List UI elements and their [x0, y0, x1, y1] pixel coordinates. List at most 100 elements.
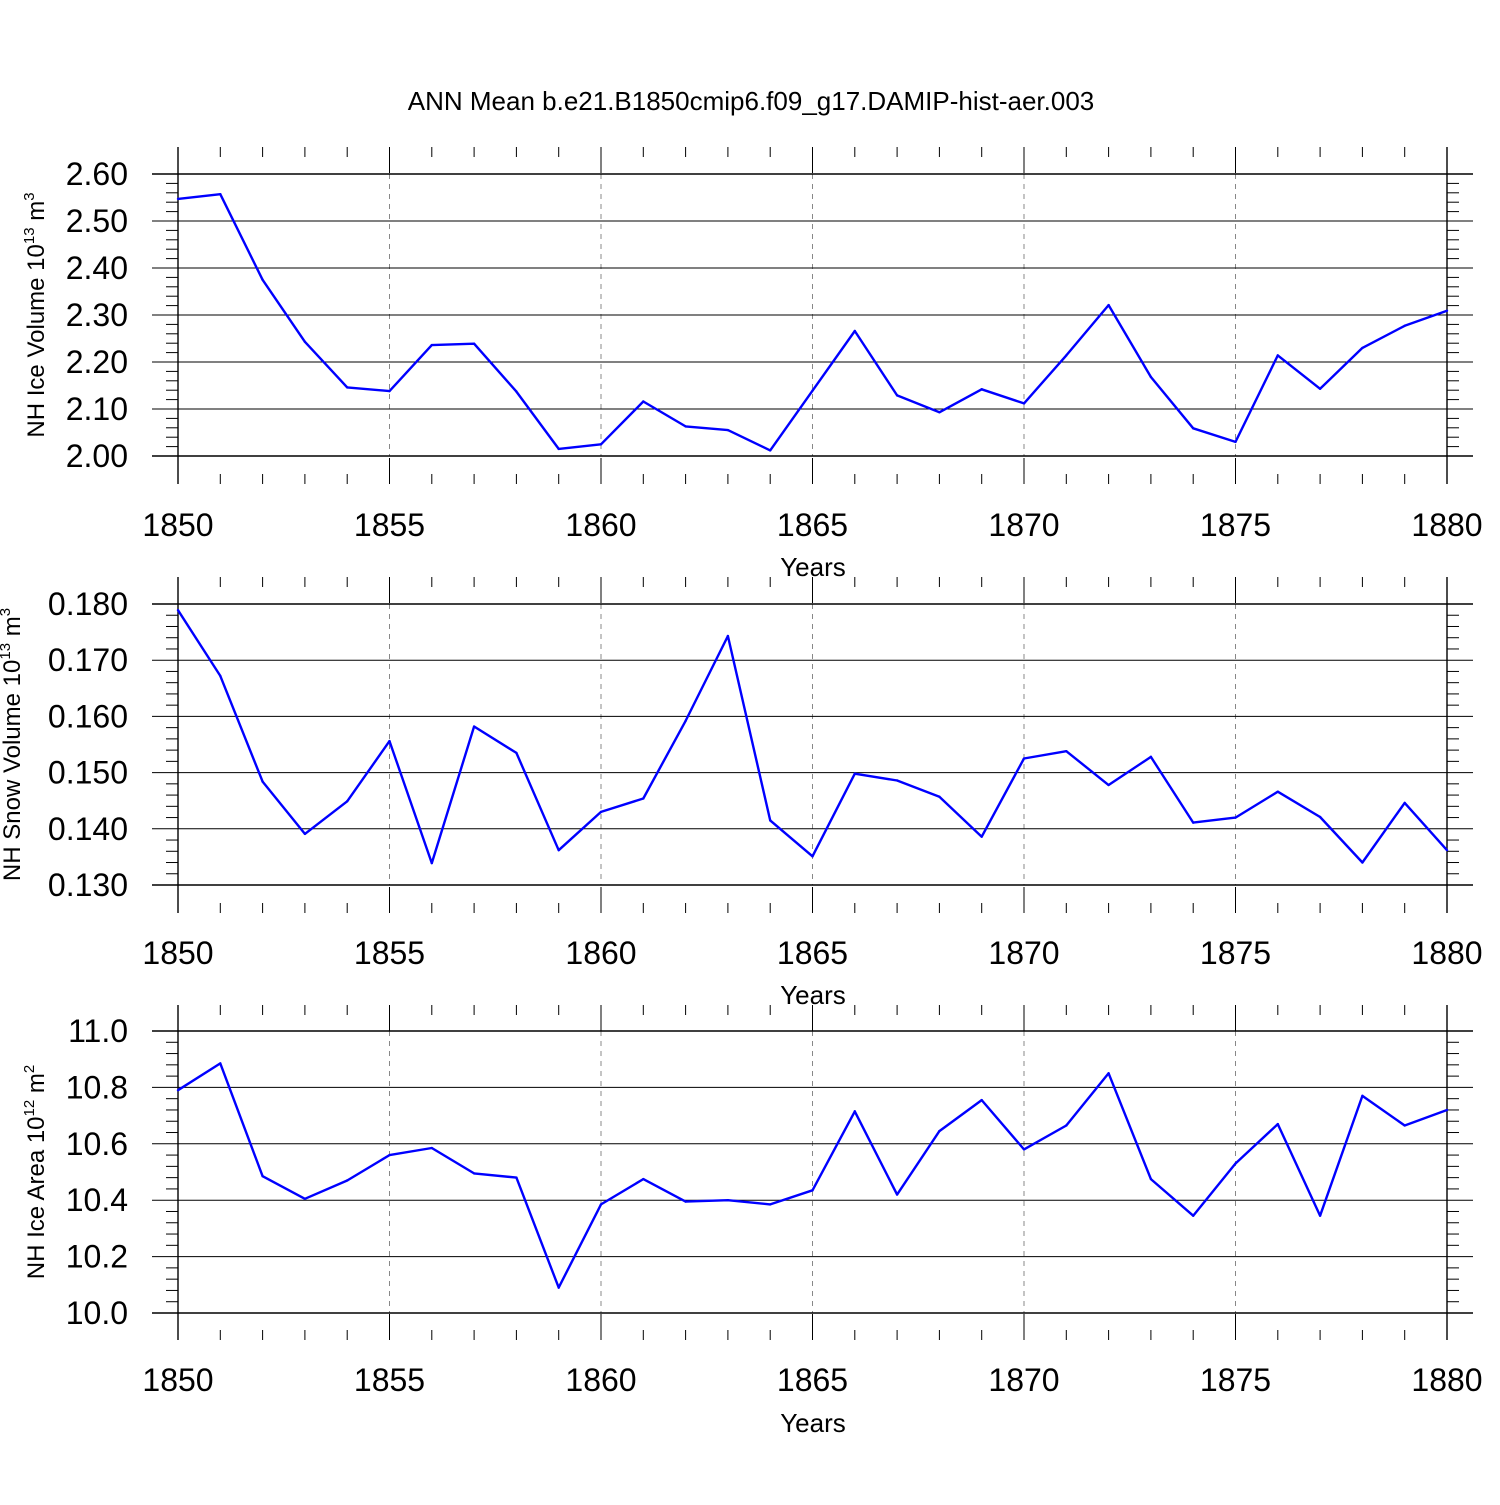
data-point [1445, 1108, 1449, 1112]
x-tick-label: 1875 [1200, 507, 1271, 543]
data-point [980, 388, 983, 391]
data-point [726, 634, 730, 638]
y-tick-label: 2.40 [66, 250, 128, 286]
data-point [938, 795, 941, 798]
data-point [853, 1110, 856, 1113]
data-point [938, 1129, 941, 1133]
data-point [557, 447, 560, 451]
x-tick-label: 1860 [565, 1362, 636, 1398]
data-point [515, 751, 518, 755]
data-point [430, 343, 433, 347]
data-point [430, 861, 433, 865]
data-point [557, 1286, 560, 1289]
x-tick-label: 1880 [1411, 935, 1482, 971]
y-tick-label: 2.20 [66, 344, 128, 380]
data-point [1445, 848, 1449, 852]
data-point [472, 342, 476, 345]
y-tick-label: 0.170 [48, 642, 128, 678]
data-point [726, 428, 730, 432]
data-point [1192, 427, 1195, 430]
data-point [1234, 440, 1237, 444]
x-tick-label: 1875 [1200, 935, 1271, 971]
data-point [642, 1177, 645, 1181]
y-tick-label: 10.0 [66, 1295, 128, 1331]
x-tick-label: 1870 [988, 935, 1059, 971]
data-point [1234, 816, 1237, 819]
data-point [599, 810, 603, 814]
data-point [346, 386, 349, 389]
y-axis-label: NH Ice Volume 1013 m3 [21, 192, 50, 437]
series-line [177, 192, 1448, 452]
x-tick-label: 1850 [142, 935, 213, 971]
data-point [303, 340, 307, 343]
data-point [472, 725, 476, 728]
data-point [1149, 1177, 1153, 1181]
x-tick-label: 1855 [354, 507, 425, 543]
data-point [472, 1172, 476, 1175]
data-point [219, 1062, 222, 1065]
data-point [261, 1175, 264, 1178]
x-tick-label: 1865 [777, 935, 848, 971]
data-point [980, 1098, 983, 1102]
x-tick-label: 1880 [1411, 1362, 1482, 1398]
data-point [980, 835, 983, 838]
y-tick-label: 0.150 [48, 755, 128, 791]
data-point [515, 390, 518, 393]
x-tick-label: 1860 [565, 507, 636, 543]
y-tick-label: 10.2 [66, 1239, 128, 1275]
data-point [261, 780, 264, 783]
data-point [895, 779, 899, 782]
x-tick-label: 1870 [988, 1362, 1059, 1398]
data-point [769, 449, 772, 452]
data-point [1403, 801, 1406, 805]
data-point [684, 425, 687, 428]
data-point [1234, 1162, 1237, 1165]
data-point [303, 832, 307, 836]
data-point [1022, 1148, 1026, 1151]
x-tick-label: 1850 [142, 507, 213, 543]
data-point [895, 1193, 899, 1196]
data-point [515, 1176, 518, 1179]
x-tick-label: 1865 [777, 1362, 848, 1398]
y-tick-label: 11.0 [68, 1013, 128, 1049]
data-point [176, 608, 180, 612]
data-point [684, 1200, 687, 1203]
data-point [1445, 309, 1449, 312]
y-tick-label: 2.30 [66, 297, 128, 333]
data-point [811, 389, 814, 392]
y-axis-label: NH Snow Volume 1013 m3 [0, 608, 26, 881]
x-tick-label: 1850 [142, 1362, 213, 1398]
figure-title: ANN Mean b.e21.B1850cmip6.f09_g17.DAMIP-… [408, 86, 1095, 116]
data-point [1276, 790, 1280, 793]
data-point [1361, 1094, 1364, 1098]
x-axis-label: Years [780, 1408, 846, 1438]
data-point [726, 1199, 730, 1202]
data-point [599, 1203, 603, 1206]
panel-3: 10.0 10.2 10.4 10.6 10.8 11.0 1850 1855 1860 1865… [21, 1005, 1483, 1438]
x-tick-label: 1880 [1411, 507, 1482, 543]
data-point [1318, 1214, 1322, 1217]
data-point [1065, 354, 1068, 357]
data-point [388, 739, 391, 743]
data-point [1318, 387, 1322, 390]
data-point [176, 1089, 180, 1092]
data-point [261, 278, 264, 281]
data-point [1192, 821, 1195, 824]
data-point [642, 797, 645, 800]
data-point [1107, 1072, 1110, 1075]
data-point [1403, 1124, 1406, 1127]
data-point [1107, 783, 1110, 787]
data-point [1192, 1214, 1195, 1217]
data-point [303, 1197, 307, 1200]
data-point [346, 1179, 349, 1182]
x-tick-label: 1855 [354, 935, 425, 971]
panel-2: 0.130 0.140 0.150 0.160 0.170 0.180 1850 1855 18… [0, 577, 1483, 1010]
y-tick-label: 2.60 [66, 156, 128, 192]
x-tick-label: 1870 [988, 507, 1059, 543]
data-point [557, 848, 560, 852]
y-tick-label: 10.8 [66, 1069, 128, 1105]
y-tick-label: 0.130 [48, 867, 128, 903]
y-tick-label: 0.140 [48, 811, 128, 847]
